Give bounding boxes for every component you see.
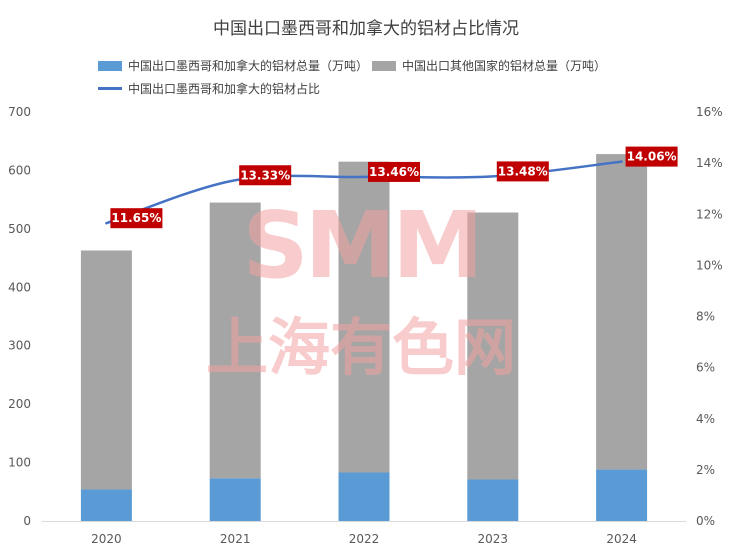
bar-mx-ca-2023 xyxy=(467,479,519,521)
data-label-2023: 13.48% xyxy=(498,164,548,178)
y-right-tick-label: 16% xyxy=(696,105,723,119)
data-label-2022: 13.46% xyxy=(369,165,419,179)
bar-mx-ca-2022 xyxy=(338,472,390,521)
data-label-box-2021 xyxy=(239,165,292,186)
legend-swatch-line xyxy=(98,87,122,90)
bar-mx-ca-2021 xyxy=(209,478,261,521)
data-label-box-2022 xyxy=(368,161,420,182)
y-right-tick-label: 8% xyxy=(696,310,715,324)
bar-other-2020 xyxy=(80,250,132,490)
legend-label-other: 中国出口其他国家的铝材总量（万吨） xyxy=(402,59,607,73)
y-right-tick-label: 4% xyxy=(696,412,715,426)
y-right-tick-label: 14% xyxy=(696,156,723,170)
y-right-tick-label: 0% xyxy=(696,514,715,528)
x-tick-label: 2020 xyxy=(91,532,122,546)
x-tick-label: 2023 xyxy=(478,532,509,546)
data-label-2024: 14.06% xyxy=(627,150,677,164)
bar-mx-ca-2020 xyxy=(80,489,132,521)
data-label-box-2023 xyxy=(496,161,549,182)
y-left-tick-label: 300 xyxy=(8,339,31,353)
bar-other-2021 xyxy=(209,202,261,479)
y-left-tick-label: 500 xyxy=(8,222,31,236)
bar-other-2024 xyxy=(596,154,648,470)
data-label-box-2024 xyxy=(625,146,678,167)
legend-label-ratio: 中国出口墨西哥和加拿大的铝材占比 xyxy=(128,82,321,96)
x-tick-label: 2021 xyxy=(220,532,251,546)
y-left-tick-label: 100 xyxy=(8,456,31,470)
y-right-tick-label: 10% xyxy=(696,258,723,272)
legend-item-ratio: 中国出口墨西哥和加拿大的铝材占比 xyxy=(98,80,320,97)
bar-other-2023 xyxy=(467,212,519,480)
bar-other-2022 xyxy=(338,161,390,473)
legend-label-mx-ca: 中国出口墨西哥和加拿大的铝材总量（万吨） xyxy=(128,59,369,73)
legend-swatch-gray xyxy=(372,60,396,71)
y-right-tick-label: 2% xyxy=(696,463,715,477)
bar-mx-ca-2024 xyxy=(596,469,648,521)
x-tick-label: 2022 xyxy=(349,532,380,546)
y-left-tick-label: 200 xyxy=(8,397,31,411)
y-left-tick-label: 600 xyxy=(8,163,31,177)
data-label-2020: 11.65% xyxy=(111,211,161,225)
legend-swatch-blue xyxy=(98,60,122,71)
legend-item-other: 中国出口其他国家的铝材总量（万吨） xyxy=(372,57,606,74)
chart-title: 中国出口墨西哥和加拿大的铝材占比情况 xyxy=(213,19,519,39)
data-label-box-2020 xyxy=(110,208,163,229)
y-right-tick-label: 12% xyxy=(696,207,723,221)
y-left-tick-label: 0 xyxy=(23,514,31,528)
x-tick-label: 2024 xyxy=(606,532,637,546)
data-label-2021: 13.33% xyxy=(240,168,290,182)
legend-item-mx-ca: 中国出口墨西哥和加拿大的铝材总量（万吨） xyxy=(98,57,368,74)
y-left-tick-label: 400 xyxy=(8,280,31,294)
y-right-tick-label: 6% xyxy=(696,361,715,375)
y-left-tick-label: 700 xyxy=(8,105,31,119)
